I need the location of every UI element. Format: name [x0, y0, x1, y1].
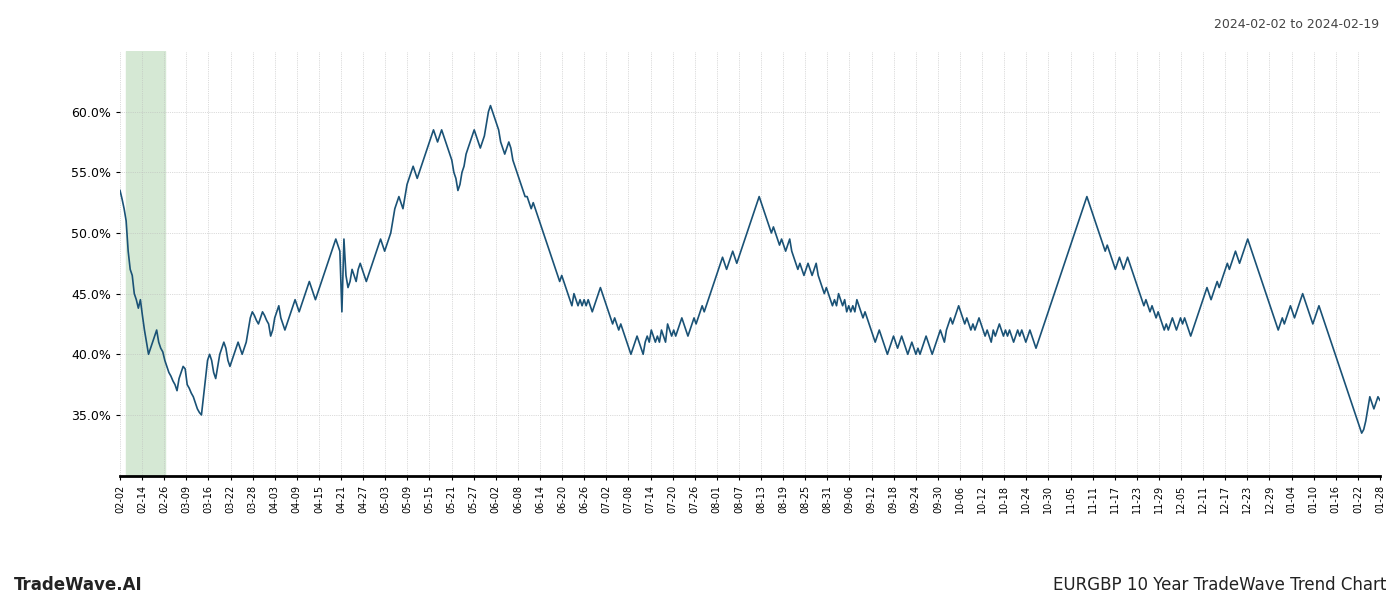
Bar: [126, 51, 165, 476]
Text: TradeWave.AI: TradeWave.AI: [14, 576, 143, 594]
Text: EURGBP 10 Year TradeWave Trend Chart: EURGBP 10 Year TradeWave Trend Chart: [1053, 576, 1386, 594]
Text: 2024-02-02 to 2024-02-19: 2024-02-02 to 2024-02-19: [1214, 18, 1379, 31]
